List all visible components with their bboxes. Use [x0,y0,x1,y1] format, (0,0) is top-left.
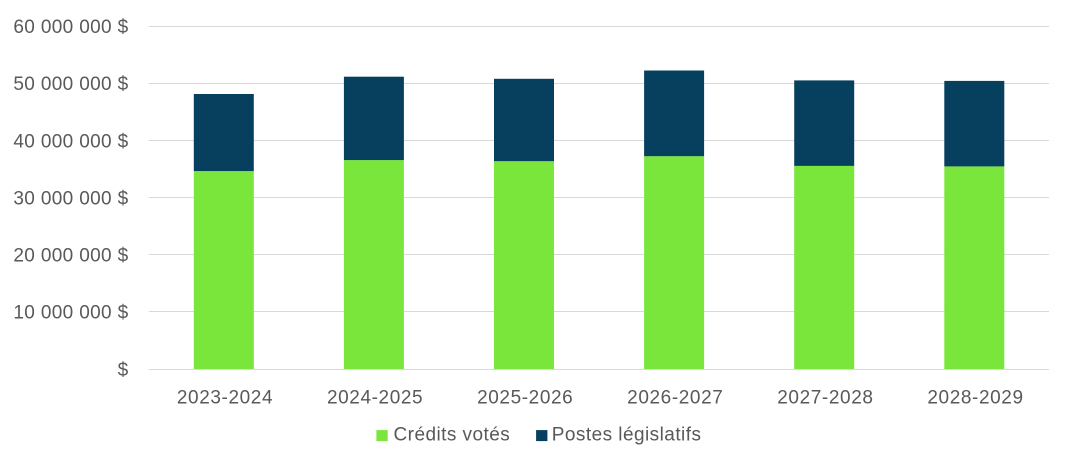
svg-text:$: $ [118,360,129,381]
svg-text:40 000 000 $: 40 000 000 $ [13,131,128,152]
svg-text:60 000 000 $: 60 000 000 $ [13,17,128,38]
svg-text:30 000 000 $: 30 000 000 $ [13,188,128,209]
svg-text:2028-2029: 2028-2029 [927,388,1023,409]
svg-text:2024-2025: 2024-2025 [327,388,423,409]
svg-text:2023-2024: 2023-2024 [177,388,273,409]
svg-text:50 000 000 $: 50 000 000 $ [13,74,128,95]
svg-text:10 000 000 $: 10 000 000 $ [13,303,128,324]
svg-text:2027-2028: 2027-2028 [777,388,873,409]
svg-text:Postes législatifs: Postes législatifs [552,425,702,446]
svg-text:2026-2027: 2026-2027 [627,388,723,409]
svg-text:Crédits votés: Crédits votés [394,425,511,446]
svg-text:2025-2026: 2025-2026 [477,388,573,409]
svg-text:20 000 000 $: 20 000 000 $ [13,246,128,267]
